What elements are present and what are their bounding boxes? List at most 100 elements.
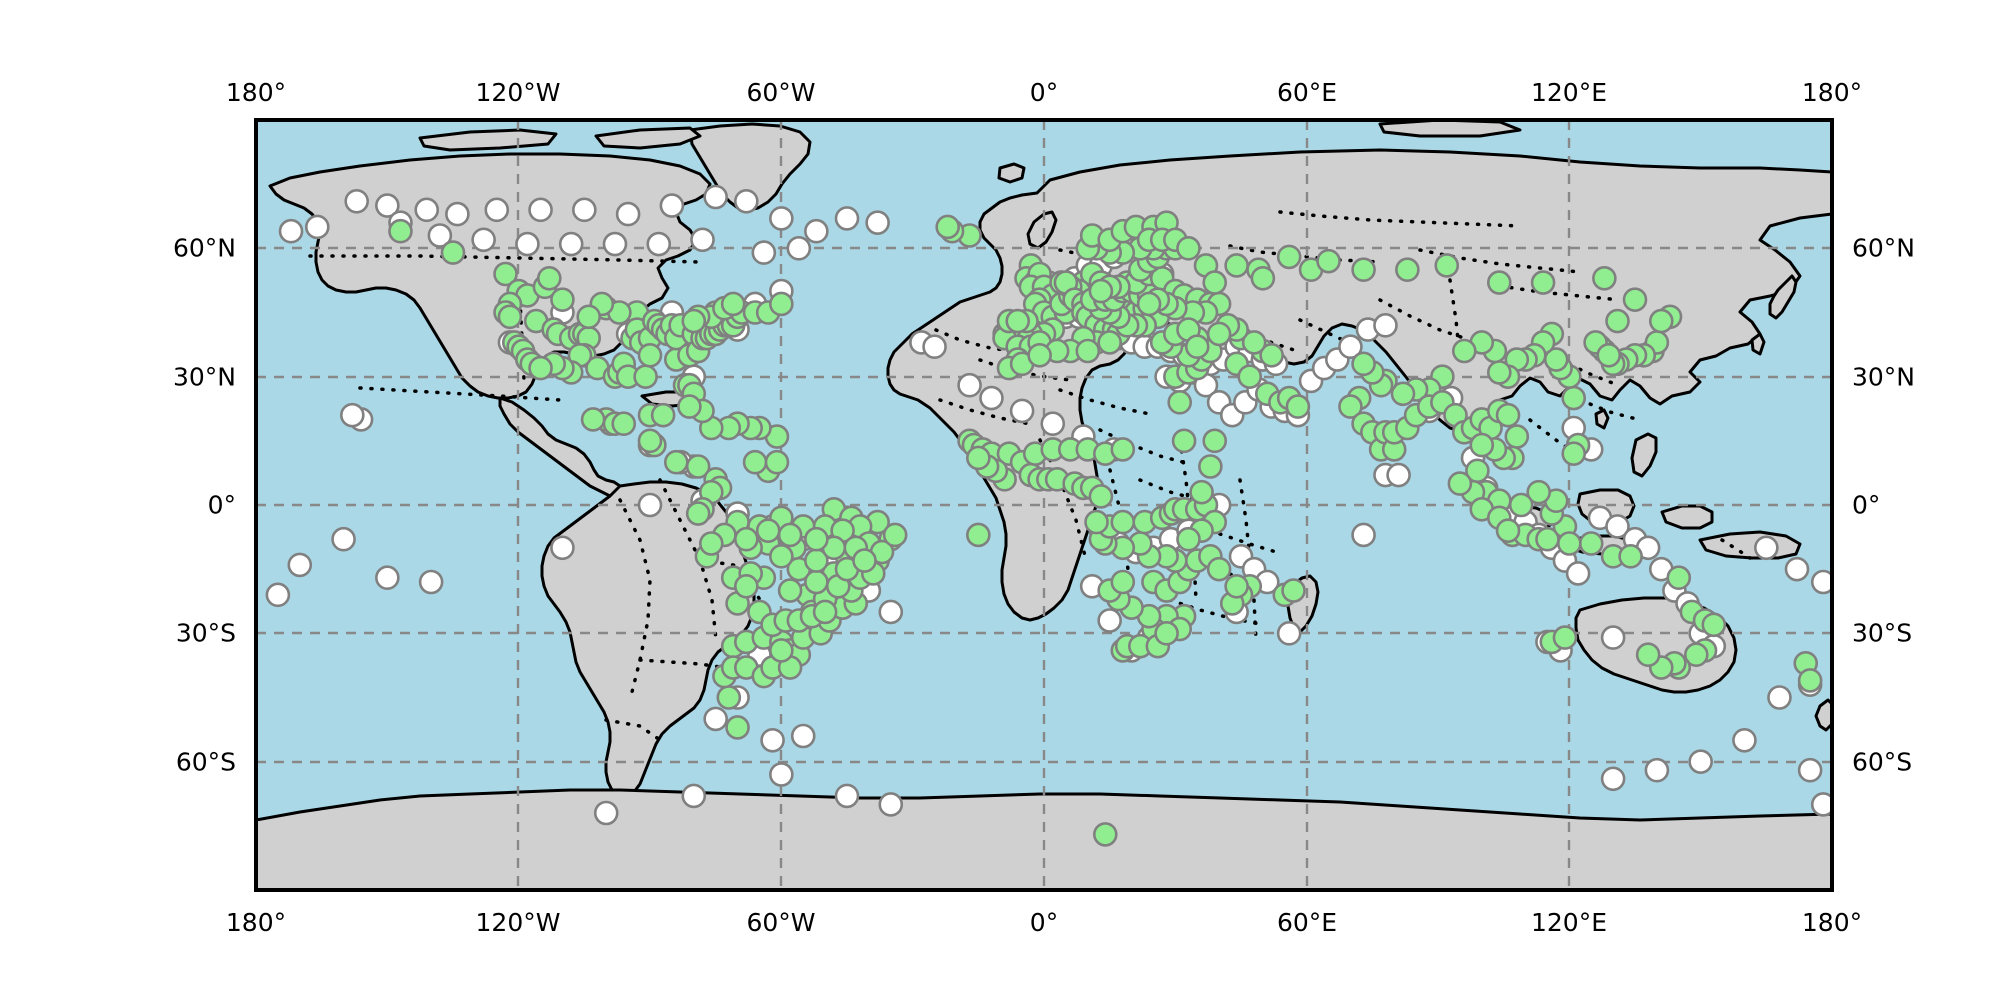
- scatter-point[interactable]: [1351, 351, 1376, 377]
- scatter-point[interactable]: [865, 210, 890, 235]
- scatter-point[interactable]: [790, 723, 816, 749]
- scatter-point[interactable]: [769, 206, 794, 231]
- scatter-point[interactable]: [1224, 573, 1249, 599]
- scatter-point[interactable]: [742, 449, 768, 475]
- scatter-point[interactable]: [528, 197, 553, 223]
- scatter-point[interactable]: [1600, 625, 1626, 650]
- scatter-point[interactable]: [1206, 321, 1232, 347]
- scatter-point[interactable]: [493, 261, 518, 287]
- scatter-point[interactable]: [1167, 390, 1193, 415]
- scatter-point[interactable]: [550, 287, 575, 312]
- scatter-point[interactable]: [1084, 509, 1109, 535]
- scatter-point[interactable]: [418, 569, 444, 595]
- scatter-point[interactable]: [777, 522, 803, 548]
- scatter-point[interactable]: [1578, 531, 1604, 556]
- scatter-point[interactable]: [414, 197, 440, 223]
- scatter-point[interactable]: [1040, 411, 1066, 437]
- scatter-point[interactable]: [716, 685, 742, 710]
- scatter-point[interactable]: [576, 304, 602, 330]
- scatter-point[interactable]: [1635, 642, 1661, 668]
- scatter-point[interactable]: [1732, 727, 1757, 753]
- scatter-point[interactable]: [1097, 608, 1122, 633]
- scatter-point[interactable]: [1088, 484, 1114, 509]
- scatter-point[interactable]: [484, 197, 510, 223]
- scatter-point[interactable]: [471, 227, 496, 253]
- scatter-point[interactable]: [834, 783, 860, 809]
- scatter-green-sites[interactable]: [388, 210, 1823, 847]
- scatter-point[interactable]: [1622, 287, 1648, 312]
- scatter-point[interactable]: [1005, 308, 1031, 334]
- scatter-point[interactable]: [734, 526, 759, 552]
- scatter-point[interactable]: [637, 342, 663, 368]
- scatter-point[interactable]: [1495, 518, 1521, 543]
- scatter-point[interactable]: [1027, 342, 1052, 368]
- scatter-point[interactable]: [1338, 334, 1363, 360]
- scatter-point[interactable]: [720, 291, 746, 317]
- scatter-point[interactable]: [1136, 291, 1162, 317]
- scatter-point[interactable]: [650, 402, 676, 428]
- scatter-point[interactable]: [1644, 757, 1670, 783]
- scatter-point[interactable]: [1276, 244, 1302, 270]
- scatter-point[interactable]: [769, 638, 794, 663]
- scatter-point[interactable]: [979, 385, 1004, 411]
- scatter-point[interactable]: [550, 535, 575, 561]
- scatter-point[interactable]: [1784, 556, 1810, 582]
- scatter-point[interactable]: [677, 394, 702, 419]
- scatter-point[interactable]: [633, 364, 658, 389]
- scatter-point[interactable]: [611, 411, 637, 437]
- scatter-point[interactable]: [1434, 253, 1460, 278]
- scatter-point[interactable]: [1176, 526, 1201, 552]
- scatter-point[interactable]: [1810, 569, 1834, 595]
- scatter-point[interactable]: [1206, 556, 1232, 582]
- scatter-point[interactable]: [1351, 257, 1376, 283]
- scatter-point[interactable]: [1701, 612, 1727, 638]
- scatter-point[interactable]: [1469, 432, 1495, 458]
- scatter-point[interactable]: [1618, 544, 1643, 569]
- scatter-point[interactable]: [922, 334, 947, 360]
- scatter-point[interactable]: [287, 552, 313, 578]
- scatter-point[interactable]: [1224, 253, 1249, 278]
- scatter-point[interactable]: [966, 445, 991, 471]
- scatter-point[interactable]: [1552, 625, 1578, 650]
- scatter-point[interactable]: [1189, 479, 1214, 505]
- scatter-point[interactable]: [769, 544, 794, 569]
- scatter-point[interactable]: [1600, 766, 1626, 792]
- scatter-point[interactable]: [1810, 792, 1834, 817]
- scatter-point[interactable]: [558, 231, 584, 257]
- scatter-point[interactable]: [1184, 334, 1210, 360]
- scatter-point[interactable]: [957, 372, 982, 398]
- scatter-point[interactable]: [1565, 561, 1591, 586]
- scatter-point[interactable]: [755, 518, 781, 543]
- scatter-point[interactable]: [1683, 642, 1709, 668]
- scatter-point[interactable]: [764, 449, 790, 475]
- scatter-point[interactable]: [1092, 822, 1118, 847]
- scatter-point[interactable]: [1237, 364, 1263, 389]
- scatter-point[interactable]: [497, 304, 523, 330]
- scatter-point[interactable]: [593, 800, 619, 826]
- scatter-point[interactable]: [1373, 313, 1398, 338]
- scatter-point[interactable]: [388, 218, 413, 244]
- scatter-point[interactable]: [734, 573, 759, 599]
- scatter-point[interactable]: [1338, 394, 1363, 419]
- scatter-point[interactable]: [804, 569, 829, 595]
- scatter-point[interactable]: [1390, 381, 1416, 407]
- scatter-point[interactable]: [878, 792, 904, 817]
- scatter-point[interactable]: [878, 599, 904, 625]
- scatter-point[interactable]: [703, 184, 728, 210]
- scatter-point[interactable]: [751, 240, 777, 265]
- scatter-point[interactable]: [537, 265, 562, 291]
- scatter-point[interactable]: [1508, 492, 1534, 518]
- scatter-point[interactable]: [703, 706, 728, 732]
- scatter-point[interactable]: [1767, 685, 1792, 710]
- scatter-point[interactable]: [344, 188, 369, 214]
- scatter-point[interactable]: [515, 231, 540, 257]
- scatter-point[interactable]: [1250, 265, 1276, 291]
- scatter-point[interactable]: [1688, 749, 1713, 774]
- scatter-point[interactable]: [1285, 394, 1311, 419]
- scatter-point[interactable]: [1171, 428, 1197, 454]
- scatter-point[interactable]: [1797, 668, 1823, 693]
- scatter-point[interactable]: [685, 454, 711, 479]
- scatter-point[interactable]: [698, 531, 724, 556]
- scatter-point[interactable]: [1596, 342, 1622, 368]
- scatter-point[interactable]: [1351, 522, 1376, 548]
